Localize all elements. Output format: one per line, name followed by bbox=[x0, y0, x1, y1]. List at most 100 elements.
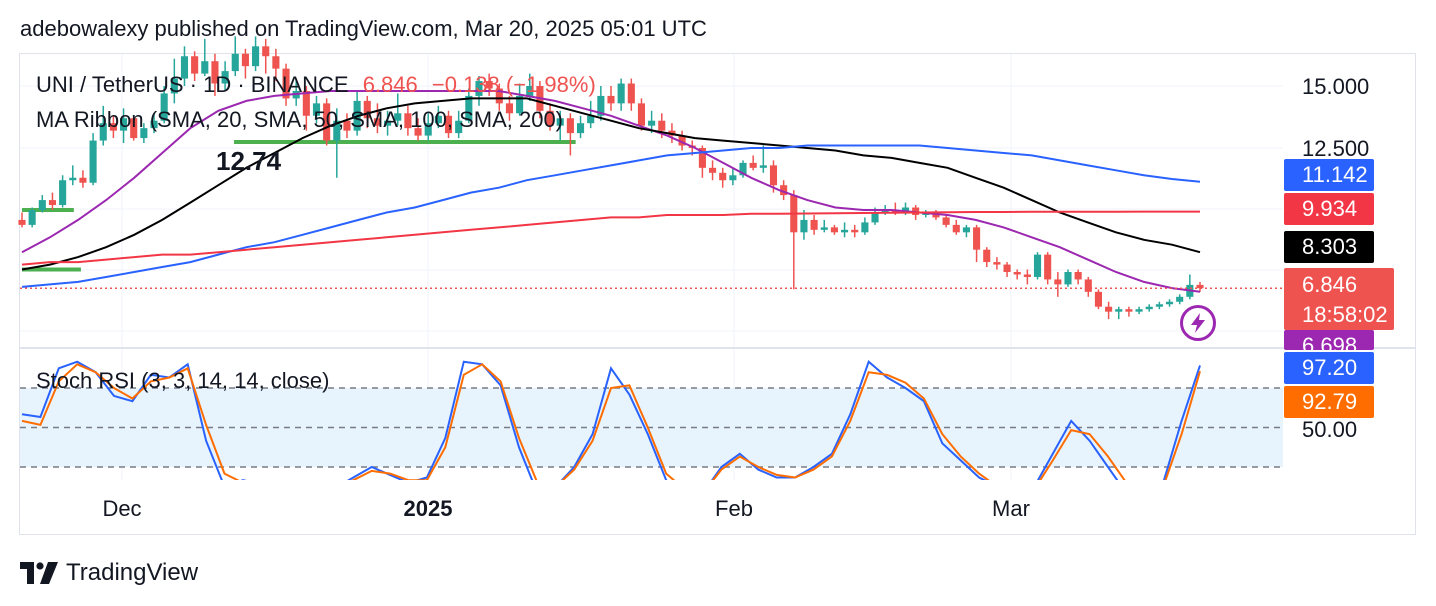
candle-body bbox=[1165, 301, 1174, 305]
candle-body bbox=[485, 81, 493, 89]
tradingview-logo-icon bbox=[20, 562, 58, 584]
candle-body bbox=[841, 229, 849, 233]
ma-ribbon-lines bbox=[21, 90, 1201, 293]
candle-body bbox=[1176, 296, 1184, 302]
candle-body bbox=[993, 262, 1001, 265]
candle-body bbox=[881, 210, 889, 213]
ma-line-sma20 bbox=[21, 90, 1201, 293]
candle-body bbox=[617, 83, 625, 104]
candle-body bbox=[759, 165, 767, 168]
ma-ribbon-legend[interactable]: MA Ribbon (SMA, 20, SMA, 50, SMA, 100, S… bbox=[36, 107, 564, 132]
candle-body bbox=[79, 177, 87, 183]
candle-body bbox=[272, 56, 280, 69]
candle-body bbox=[404, 113, 412, 129]
candle-body bbox=[962, 227, 970, 233]
candle-body bbox=[871, 212, 879, 223]
candle-body bbox=[769, 165, 778, 186]
candle-body bbox=[333, 120, 341, 141]
candle-body bbox=[414, 128, 422, 136]
candle-body bbox=[119, 118, 128, 131]
symbol-legend: UNI / TetherUS · 1D · BINANCE 6.846 −0.1… bbox=[36, 72, 596, 98]
sma50-badge: 8.303 bbox=[1284, 231, 1374, 263]
candle-body bbox=[201, 61, 209, 74]
ma-line-sma200 bbox=[21, 210, 1200, 266]
candle-body bbox=[658, 120, 666, 131]
tradingview-brand[interactable]: TradingView bbox=[66, 559, 199, 586]
footer: TradingView bbox=[20, 558, 198, 588]
candle-body bbox=[211, 61, 219, 84]
publisher-header: adebowalexy published on TradingView.com… bbox=[20, 16, 707, 41]
sma100-badge: 11.142 bbox=[1284, 159, 1374, 191]
candle-body bbox=[302, 90, 310, 116]
candle-body bbox=[252, 46, 260, 67]
stoch-rsi-legend[interactable]: Stoch RSI (3, 3, 14, 14, close) bbox=[36, 368, 330, 393]
candle-body bbox=[221, 71, 229, 84]
candle-body bbox=[1003, 264, 1011, 272]
candle-body bbox=[739, 162, 747, 176]
sma20-badge: 6.698 bbox=[1284, 330, 1374, 350]
candle-body bbox=[434, 115, 442, 124]
candle-body bbox=[546, 110, 554, 126]
candle-body bbox=[749, 162, 757, 168]
symbol-name: UNI / TetherUS · 1D · BINANCE bbox=[36, 72, 349, 97]
candle-body bbox=[648, 120, 656, 126]
candle-body bbox=[323, 103, 331, 141]
candle-body bbox=[698, 148, 706, 168]
candle-body bbox=[607, 95, 615, 104]
candle-body bbox=[952, 224, 960, 233]
candle-body bbox=[160, 93, 168, 121]
ma-line-sma100 bbox=[21, 144, 1201, 288]
candle-body bbox=[678, 135, 686, 146]
stoch-k-line bbox=[21, 359, 1201, 480]
candle-body bbox=[241, 53, 249, 67]
candle-body bbox=[851, 229, 859, 233]
candle-body bbox=[780, 185, 788, 196]
candle-body bbox=[1054, 279, 1062, 285]
candle-body bbox=[566, 118, 574, 134]
candle-body bbox=[89, 140, 97, 183]
ma-line-sma50 bbox=[21, 97, 1201, 271]
candle-body bbox=[1074, 272, 1082, 280]
candle-body bbox=[444, 115, 453, 134]
candle-body bbox=[140, 128, 148, 139]
candle-body bbox=[475, 81, 483, 96]
candle-body bbox=[394, 113, 402, 121]
candle-body bbox=[373, 118, 381, 126]
candle-body bbox=[861, 222, 869, 233]
candle-body bbox=[191, 56, 199, 74]
legend-change: −0.138 (−1.98%) bbox=[431, 72, 596, 97]
candle-body bbox=[729, 175, 737, 181]
candle-body bbox=[637, 103, 646, 126]
candle-body bbox=[576, 123, 585, 134]
bolt-icon bbox=[1191, 313, 1205, 333]
candle-body bbox=[312, 103, 321, 116]
support-lines bbox=[22, 140, 576, 272]
candle-body bbox=[1094, 291, 1103, 307]
rsi-tick-50: 50.00 bbox=[1302, 417, 1358, 442]
candle-body bbox=[150, 120, 158, 129]
candle-body bbox=[901, 207, 910, 213]
stoch-k-badge: 97.20 bbox=[1284, 352, 1374, 384]
candle-body bbox=[1115, 309, 1123, 312]
candle-body bbox=[719, 172, 727, 181]
candle-body bbox=[526, 86, 534, 96]
candle-body bbox=[262, 46, 270, 57]
sma200-badge: 9.934 bbox=[1284, 193, 1374, 225]
candle-body bbox=[516, 95, 524, 114]
candle-body bbox=[505, 103, 514, 114]
last-price-badge: 6.846 18:58:02 bbox=[1284, 268, 1394, 330]
candle-body bbox=[1084, 279, 1092, 292]
candle-countdown: 18:58:02 bbox=[1302, 302, 1388, 327]
candle-body bbox=[810, 219, 818, 230]
candle-body bbox=[48, 200, 57, 206]
price-tick-15: 15.000 bbox=[1302, 74, 1370, 99]
candle-body bbox=[800, 219, 808, 233]
candle-body bbox=[556, 118, 564, 126]
lightning-icon[interactable] bbox=[1180, 305, 1216, 341]
stoch-d-line bbox=[21, 363, 1201, 480]
candle-body bbox=[28, 210, 36, 225]
candle-body bbox=[343, 120, 351, 131]
candle-body bbox=[1105, 306, 1113, 312]
candle-body bbox=[231, 53, 239, 72]
